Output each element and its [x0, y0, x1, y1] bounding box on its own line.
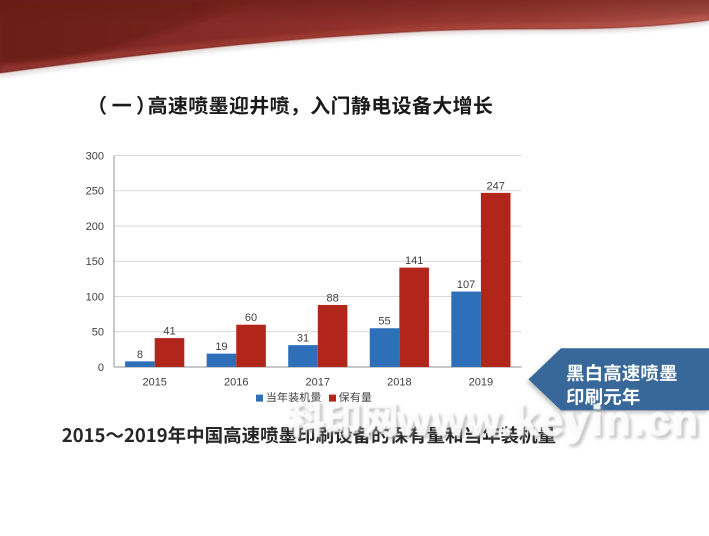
svg-text:247: 247	[487, 180, 505, 192]
svg-text:150: 150	[86, 256, 104, 268]
svg-text:19: 19	[215, 341, 227, 353]
svg-text:2016: 2016	[224, 377, 248, 389]
svg-text:2017: 2017	[306, 377, 330, 389]
svg-text:60: 60	[245, 312, 257, 324]
svg-text:www.keyin.cn: www.keyin.cn	[397, 397, 701, 444]
svg-text:250: 250	[86, 186, 104, 198]
svg-text:55: 55	[378, 316, 390, 328]
svg-text:88: 88	[326, 292, 338, 304]
svg-text:100: 100	[86, 291, 104, 303]
svg-text:2018: 2018	[387, 377, 411, 389]
svg-text:2019: 2019	[469, 377, 493, 389]
svg-text:8: 8	[137, 349, 143, 361]
svg-text:107: 107	[457, 279, 475, 291]
svg-text:50: 50	[92, 327, 104, 339]
svg-text:41: 41	[163, 326, 175, 338]
svg-text:200: 200	[86, 221, 104, 233]
svg-text:31: 31	[297, 333, 309, 345]
svg-text:300: 300	[86, 150, 104, 162]
svg-text:www.keyin.cn: www.keyin.cn	[399, 400, 703, 447]
svg-text:141: 141	[405, 255, 423, 267]
svg-text:0: 0	[98, 362, 104, 374]
svg-text:2015: 2015	[142, 377, 166, 389]
